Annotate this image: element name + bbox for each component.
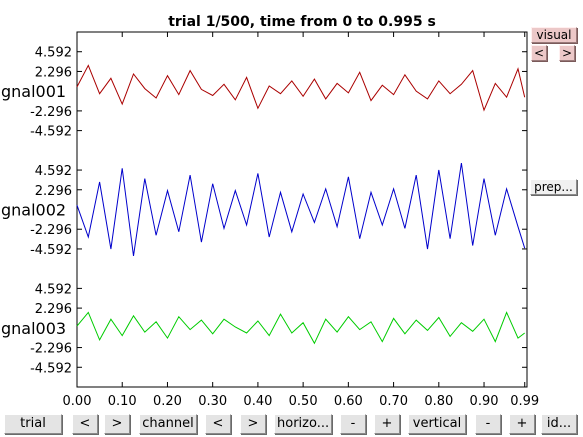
y-tick-label: -4.592 — [30, 125, 72, 140]
vertical-minus-button[interactable]: - — [475, 414, 501, 434]
x-tick-label: 0.40 — [243, 394, 272, 409]
channel-next-button[interactable]: > — [240, 414, 266, 434]
horizontal-plus-button[interactable]: + — [374, 414, 400, 434]
y-tick-label: 4.592 — [35, 282, 72, 297]
channel-label: gnal003 — [1, 319, 66, 338]
x-tick-label: 0.30 — [198, 394, 227, 409]
axes-frame — [76, 31, 528, 388]
axes: 0.00 0.10 0.20 0.30 0.40 0.50 0.60 0.70 0.80 0.90… — [1, 31, 539, 409]
x-tick-label: 0.70 — [379, 394, 408, 409]
x-tick-label: 0.00 — [63, 394, 92, 409]
trial-prev-button[interactable]: < — [72, 414, 98, 434]
x-tick-label: 0.80 — [424, 394, 453, 409]
x-tick-label: 0.99 — [510, 394, 539, 409]
x-tick-label: 0.90 — [470, 394, 499, 409]
y-tick-label: -4.592 — [30, 243, 72, 258]
vertical-plus-button[interactable]: + — [509, 414, 535, 434]
series-layer — [76, 64, 526, 345]
y-tick-label: -2.296 — [30, 105, 72, 120]
visual-prev-button[interactable]: < — [531, 45, 547, 61]
x-tick-label: 0.10 — [108, 394, 137, 409]
channel-label: gnal001 — [1, 82, 66, 101]
x-tick-label: 0.50 — [289, 394, 318, 409]
series-line-gnal001 — [76, 64, 526, 112]
y-tick-label: 2.296 — [35, 65, 72, 80]
y-tick-label: 4.592 — [35, 164, 72, 179]
trial-next-button[interactable]: > — [104, 414, 130, 434]
x-tick-label: 0.20 — [153, 394, 182, 409]
chart-title: trial 1/500, time from 0 to 0.995 s — [168, 14, 436, 30]
y-tick-label: -2.296 — [30, 342, 72, 357]
x-tick-label: 0.60 — [334, 394, 363, 409]
identify-button[interactable]: id... — [541, 414, 577, 434]
y-tick-label: 2.296 — [35, 302, 72, 317]
y-tick-label: -2.296 — [30, 223, 72, 238]
horizontal-minus-button[interactable]: - — [340, 414, 366, 434]
visual-button[interactable]: visual — [531, 27, 577, 43]
horizontal-button[interactable]: horizo... — [274, 414, 332, 434]
y-tick-label: 4.592 — [35, 46, 72, 61]
channel-label: gnal002 — [1, 201, 66, 220]
y-tick-label: 2.296 — [35, 184, 72, 199]
series-line-gnal003 — [76, 311, 526, 345]
trial-button[interactable]: trial — [4, 414, 62, 434]
visual-next-button[interactable]: > — [559, 45, 575, 61]
channel-button[interactable]: channel — [139, 414, 197, 434]
y-tick-label: -4.592 — [30, 361, 72, 376]
preproc-button[interactable]: prep... — [530, 179, 577, 195]
series-line-gnal002 — [76, 163, 526, 256]
channel-prev-button[interactable]: < — [205, 414, 231, 434]
vertical-button[interactable]: vertical — [408, 414, 466, 434]
